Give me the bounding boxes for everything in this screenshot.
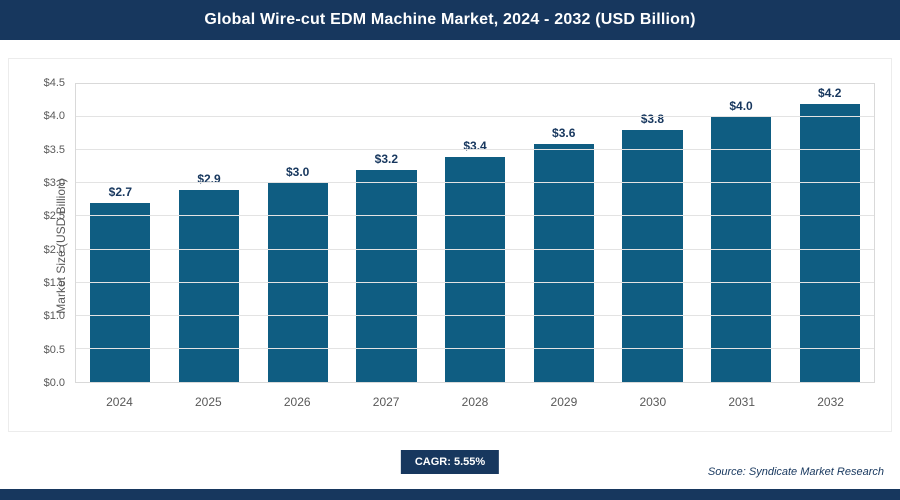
bar (533, 143, 594, 382)
x-tick-label: 2031 (728, 395, 756, 409)
bar-value-label: $3.8 (640, 112, 665, 127)
x-tick-label: 2025 (194, 395, 222, 409)
plot-area: $2.7 $2.9 $3.0 $3.2 $3.4 $3.6 $3.8 $4.0 $4.2 (75, 83, 875, 383)
bar-column: $3.4 (431, 84, 520, 382)
bar (622, 130, 683, 382)
gridline (76, 149, 874, 151)
y-tick-label: $4.5 (43, 77, 65, 89)
bar-value-label: $2.9 (197, 171, 221, 186)
bar (710, 117, 772, 382)
bar-column: $4.2 (785, 84, 874, 382)
x-tick-label: 2026 (283, 395, 311, 409)
x-tick-label: 2024 (106, 395, 133, 409)
bar-column: $3.6 (519, 84, 608, 382)
cagr-badge: CAGR: 5.55% (400, 450, 500, 474)
y-tick-label: $4.0 (43, 110, 65, 123)
bar (356, 170, 417, 382)
gridline (76, 314, 874, 316)
bar-value-label: $3.4 (463, 138, 487, 153)
plot-region: $0.0 $0.5 $1.0 $1.5 $2.0 $2.5 $3.0 $3.5 $4.0 $4.5… (44, 77, 875, 409)
bar-column: $3.2 (342, 84, 431, 382)
y-tick-label: $2.5 (43, 210, 65, 223)
bar-value-label: $4.2 (818, 85, 842, 100)
y-tick-label: $0.5 (43, 343, 65, 356)
bar (178, 189, 240, 382)
y-tick-label: $1.5 (43, 277, 65, 290)
y-tick-label: $0.0 (43, 377, 65, 389)
footer-bar (0, 489, 900, 500)
bar-column: $3.0 (253, 84, 342, 382)
y-tick-label: $1.0 (43, 310, 65, 323)
gridline (76, 248, 874, 250)
gridline (76, 281, 874, 283)
y-axis-tick-labels: $0.0 $0.5 $1.0 $1.5 $2.0 $2.5 $3.0 $3.5 $4.0 $4.5 (23, 77, 69, 389)
chart-title-banner: Global Wire-cut EDM Machine Market, 2024… (0, 0, 900, 40)
bar-value-label: $3.2 (374, 152, 399, 167)
bar-column: $2.7 (76, 84, 165, 382)
gridline (76, 215, 874, 217)
x-tick-label: 2032 (817, 395, 844, 409)
bar-value-label: $3.6 (552, 125, 576, 140)
bar (444, 156, 506, 382)
bar-series: $2.7 $2.9 $3.0 $3.2 $3.4 $3.6 $3.8 $4.0 $4.2 (76, 84, 874, 382)
bar (799, 103, 860, 382)
bar (90, 203, 151, 382)
bar-value-label: $4.0 (729, 99, 753, 114)
gridline (76, 182, 874, 184)
y-tick-label: $3.0 (43, 177, 65, 190)
y-tick-label: $2.0 (43, 243, 65, 256)
bar-column: $2.9 (165, 84, 254, 382)
source-text: Source: Syndicate Market Research (707, 466, 884, 478)
y-tick-label: $3.5 (43, 143, 65, 156)
gridline (76, 347, 874, 349)
bar-column: $3.8 (608, 84, 697, 382)
x-tick-label: 2030 (639, 395, 667, 409)
bar-column: $4.0 (697, 84, 786, 382)
chart-title: Global Wire-cut EDM Machine Market, 2024… (204, 11, 696, 28)
x-tick-label: 2027 (372, 395, 400, 409)
bar-value-label: $2.7 (108, 185, 133, 200)
bar (267, 183, 328, 382)
x-tick-label: 2028 (461, 395, 489, 409)
x-axis-tick-labels: 2024 2025 2026 2027 2028 2029 2030 2031 2032 (75, 395, 875, 409)
x-tick-label: 2029 (550, 395, 578, 409)
gridline (76, 116, 874, 118)
chart-area: Market Size (USD Billion) $0.0 $0.5 $1.0 $1… (8, 58, 892, 432)
bar-value-label: $3.0 (286, 165, 310, 180)
